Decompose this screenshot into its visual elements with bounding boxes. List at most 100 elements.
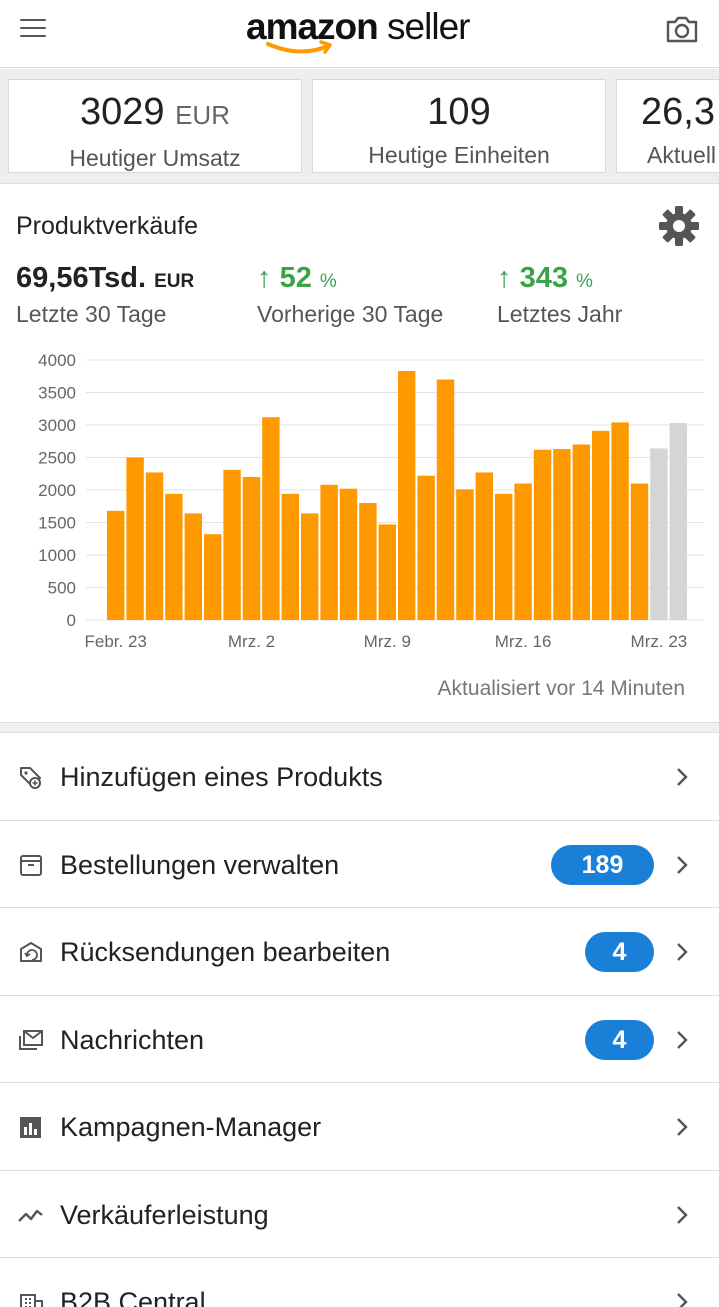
- hamburger-menu-icon[interactable]: [20, 19, 46, 39]
- y-tick-label: 0: [67, 611, 76, 630]
- nav-menu-list: Hinzufügen eines Produkts Bestellungen v…: [0, 733, 719, 1307]
- chevron-right-icon: [677, 1205, 688, 1224]
- logo-word-seller: seller: [387, 6, 470, 47]
- stat-value: 69,56Tsd.: [16, 262, 147, 294]
- menu-item-label: Bestellungen verwalten: [60, 849, 340, 880]
- menu-item-label: Verkäuferleistung: [60, 1199, 269, 1230]
- stat-unit: EUR: [154, 271, 195, 292]
- chart-bar[interactable]: [398, 371, 416, 620]
- logo-word-amazon: amazon: [246, 6, 379, 47]
- stat-unit: %: [319, 271, 337, 292]
- chart-bar[interactable]: [630, 483, 649, 621]
- stat-last-year: ↑ 343 % Letztes Jahr: [497, 262, 622, 328]
- stat-unit: %: [576, 271, 593, 292]
- card-title: Produktverkäufe: [16, 212, 199, 240]
- menu-item-seller-performance[interactable]: Verkäuferleistung: [0, 1171, 719, 1258]
- stat-previous-30-days: ↑ 52 % Vorherige 30 Tage: [257, 262, 443, 328]
- orders-box-icon: [20, 854, 42, 876]
- chart-bar[interactable]: [359, 503, 377, 620]
- kpi-label: Aktuell: [647, 142, 717, 168]
- chart-bar[interactable]: [184, 513, 202, 620]
- menu-item-label: Kampagnen-Manager: [60, 1112, 322, 1142]
- arrow-up-icon: ↑: [497, 262, 512, 294]
- chart-bar[interactable]: [456, 489, 474, 620]
- chevron-right-icon: [677, 943, 688, 961]
- menu-item-manage-orders[interactable]: Bestellungen verwalten 189: [0, 821, 719, 908]
- add-product-tag-icon: [20, 767, 41, 789]
- camera-icon[interactable]: [665, 13, 699, 45]
- kpi-value: 26,3: [641, 91, 715, 133]
- chart-bar[interactable]: [553, 449, 571, 620]
- chart-bar[interactable]: [533, 449, 552, 620]
- chart-bar[interactable]: [165, 493, 183, 620]
- chart-bar[interactable]: [145, 472, 164, 620]
- y-tick-label: 2500: [38, 449, 76, 468]
- menu-item-campaign-manager[interactable]: Kampagnen-Manager: [0, 1083, 719, 1171]
- chart-bar[interactable]: [650, 448, 668, 620]
- kpi-card-sales-today[interactable]: 3029 EUR Heutiger Umsatz: [8, 79, 302, 173]
- chart-bar[interactable]: [592, 430, 610, 620]
- y-tick-label: 2000: [38, 481, 76, 500]
- chart-bar[interactable]: [223, 469, 241, 620]
- chart-bar[interactable]: [417, 475, 435, 620]
- chart-bar[interactable]: [475, 472, 493, 620]
- chart-bar[interactable]: [126, 457, 144, 621]
- y-tick-label: 500: [48, 579, 76, 598]
- menu-item-label: B2B Central: [60, 1287, 206, 1307]
- chevron-right-icon: [677, 855, 688, 874]
- menu-item-label: Nachrichten: [60, 1024, 205, 1055]
- chart-bar[interactable]: [262, 417, 280, 620]
- kpi-card-current[interactable]: 26,3 Aktuell: [616, 79, 719, 173]
- y-tick-label: 3000: [38, 416, 76, 435]
- chart-bar[interactable]: [301, 513, 319, 620]
- chevron-right-icon: [677, 1293, 688, 1307]
- chart-bar[interactable]: [669, 423, 687, 620]
- stat-label: Vorherige 30 Tage: [257, 301, 444, 327]
- updated-timestamp: Aktualisiert vor 14 Minuten: [437, 677, 685, 700]
- x-tick-label: Mrz. 9: [364, 632, 411, 651]
- y-tick-label: 3500: [38, 384, 76, 403]
- chevron-right-icon: [677, 768, 688, 786]
- kpi-strip: 3029 EUR Heutiger Umsatz 109 Heutige Ein…: [0, 69, 719, 184]
- menu-item-b2b-central[interactable]: B2B Central: [0, 1258, 719, 1307]
- sales-bar-chart: 0 500 1000 1500 2000 2500 3000 3500 4000 Febr. 23…: [38, 351, 704, 651]
- chart-bar[interactable]: [572, 444, 590, 621]
- chart-bar[interactable]: [320, 484, 338, 620]
- kpi-label: Heutiger Umsatz: [69, 145, 241, 171]
- chart-bar[interactable]: [107, 510, 125, 620]
- chart-bar[interactable]: [611, 422, 629, 620]
- kpi-label: Heutige Einheiten: [368, 142, 550, 168]
- campaign-chart-icon: [20, 1117, 41, 1138]
- x-tick-label: Mrz. 23: [631, 632, 688, 651]
- stat-value: 343: [519, 262, 568, 294]
- chevron-right-icon: [677, 1030, 688, 1049]
- kpi-card-units-today[interactable]: 109 Heutige Einheiten: [312, 79, 606, 173]
- chart-bar[interactable]: [436, 379, 455, 621]
- chart-bar[interactable]: [242, 477, 261, 620]
- y-tick-label: 4000: [38, 351, 76, 370]
- chart-bar[interactable]: [339, 488, 358, 620]
- menu-item-add-product[interactable]: Hinzufügen eines Produkts: [0, 733, 719, 821]
- y-tick-label: 1000: [38, 546, 76, 565]
- arrow-up-icon: ↑: [257, 262, 272, 294]
- y-tick-label: 1500: [38, 514, 76, 533]
- count-badge: 189: [551, 844, 654, 885]
- returns-box-icon: [20, 942, 42, 962]
- amazon-smile-icon: [266, 40, 332, 54]
- count-badge: 4: [585, 932, 654, 972]
- chart-bar[interactable]: [378, 524, 396, 620]
- menu-item-returns[interactable]: Rücksendungen bearbeiten 4: [0, 908, 719, 996]
- stat-label: Letztes Jahr: [497, 301, 623, 327]
- chart-bar[interactable]: [495, 493, 513, 620]
- messages-envelope-icon: [19, 1029, 43, 1050]
- menu-item-label: Hinzufügen eines Produkts: [60, 762, 383, 792]
- b2b-building-icon: [20, 1294, 43, 1307]
- kpi-value: 3029: [79, 91, 165, 133]
- menu-item-messages[interactable]: Nachrichten 4: [0, 996, 719, 1083]
- chart-bar[interactable]: [281, 493, 299, 620]
- stat-value: 52: [279, 262, 312, 294]
- chart-bar[interactable]: [204, 534, 222, 620]
- chart-bar[interactable]: [514, 483, 532, 621]
- x-tick-label: Mrz. 2: [228, 632, 275, 651]
- gear-icon[interactable]: [658, 205, 700, 247]
